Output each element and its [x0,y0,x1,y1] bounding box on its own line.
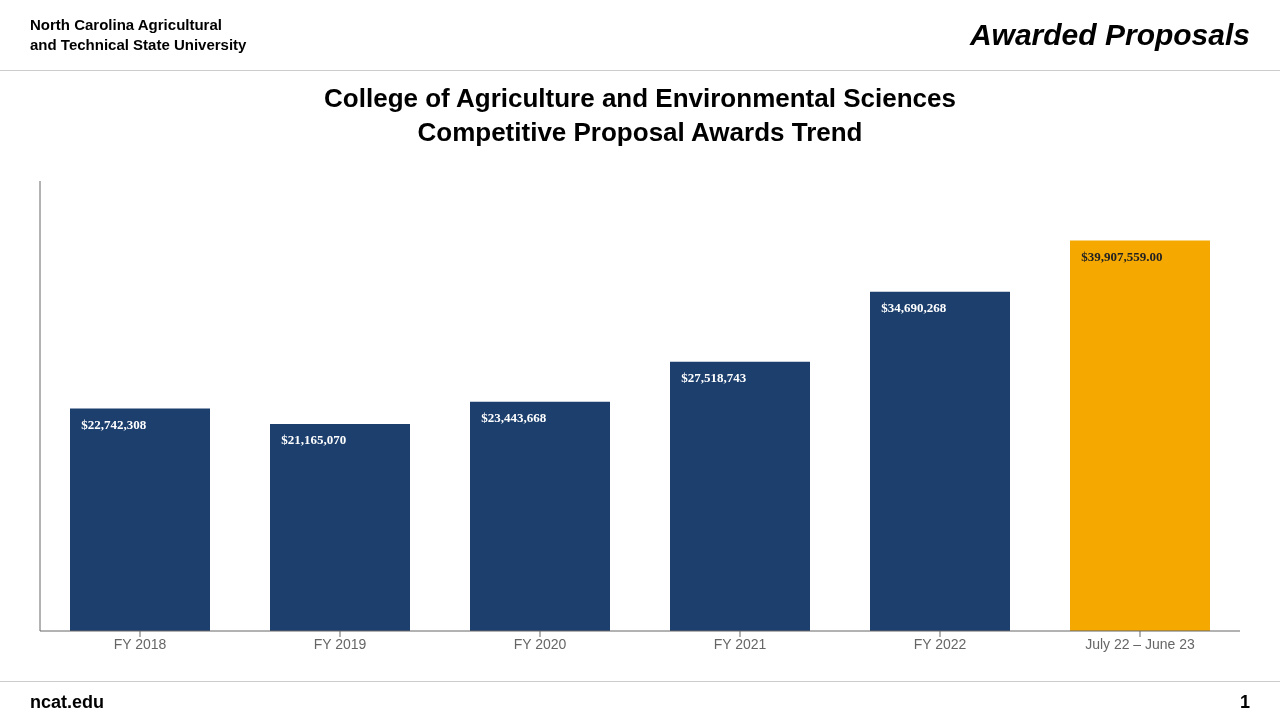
svg-text:FY 2021: FY 2021 [714,636,767,652]
svg-text:FY 2020: FY 2020 [514,636,567,652]
svg-text:$22,742,308: $22,742,308 [81,417,147,432]
html-text:Competitive Proposal Awards Tr: Competitive Proposal Awards Trend [417,117,863,147]
html-text:College of Agriculture and Env: College of Agriculture and Environmental… [324,83,956,113]
svg-text:$34,690,268: $34,690,268 [881,300,947,315]
svg-text:$21,165,070: $21,165,070 [281,432,346,447]
html-text:North Carolina Agricultural: North Carolina Agricultural [30,16,222,33]
svg-text:FY 2022: FY 2022 [914,636,967,652]
svg-text:$23,443,668: $23,443,668 [481,410,547,425]
svg-text:$39,907,559.00: $39,907,559.00 [1081,249,1162,264]
svg-text:July 22 – June 23: July 22 – June 23 [1085,636,1195,652]
svg-text:$27,518,743: $27,518,743 [681,370,747,385]
html-text:ncat.edu: ncat.edu [30,691,104,712]
html-text:1: 1 [1240,691,1250,712]
svg-text:FY 2019: FY 2019 [314,636,367,652]
html-text:and Technical State University: and Technical State University [30,36,247,53]
svg-text:FY 2018: FY 2018 [114,636,167,652]
html-text:Awarded Proposals: Awarded Proposals [969,18,1250,51]
